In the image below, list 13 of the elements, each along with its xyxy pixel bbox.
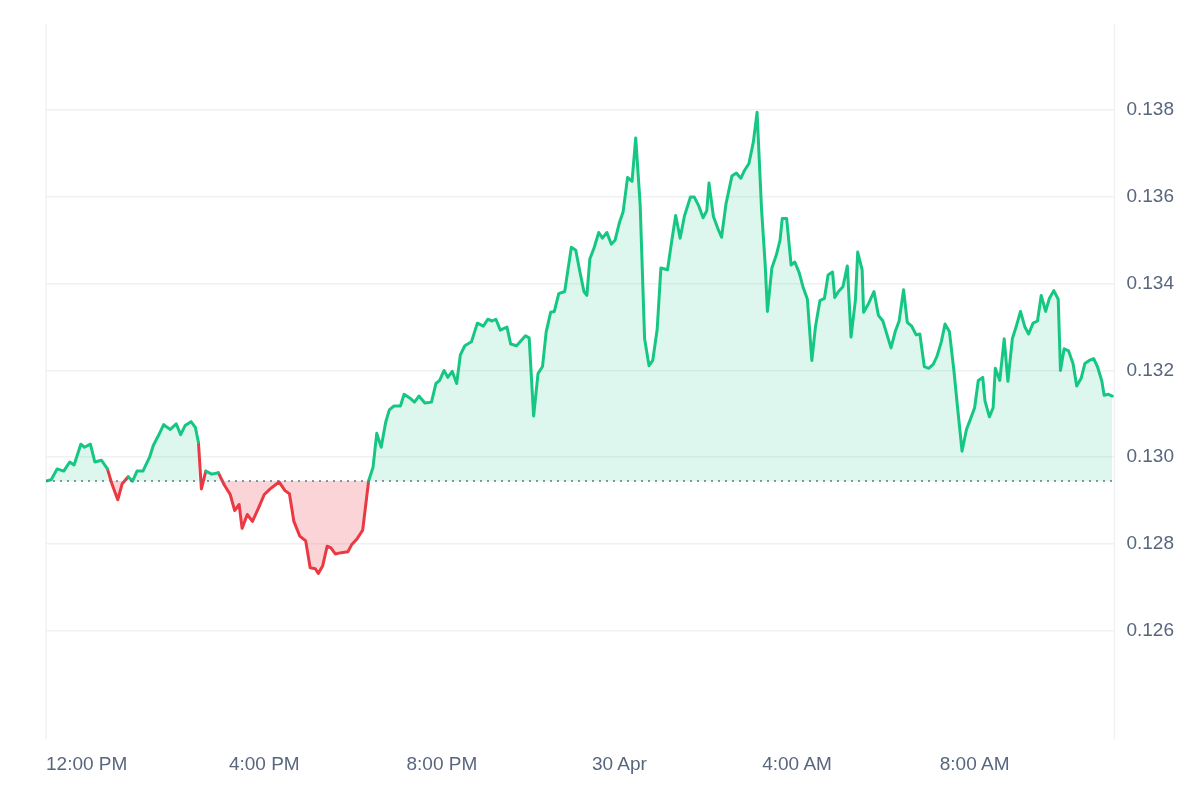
x-tick-label: 12:00 PM: [46, 752, 128, 774]
x-tick-label: 4:00 AM: [762, 752, 832, 774]
x-tick-label: 8:00 AM: [939, 752, 1010, 774]
y-tick-label: 0.130: [1126, 445, 1174, 467]
y-tick-label: 0.128: [1126, 532, 1174, 554]
y-tick-label: 0.126: [1126, 618, 1174, 640]
y-tick-label: 0.134: [1126, 271, 1175, 293]
y-tick-label: 0.138: [1126, 98, 1174, 120]
x-tick-label: 8:00 PM: [406, 752, 478, 774]
x-tick-label: 4:00 PM: [228, 752, 300, 774]
y-tick-label: 0.136: [1126, 185, 1174, 207]
y-tick-label: 0.132: [1126, 358, 1174, 380]
x-tick-label: 30 Apr: [591, 752, 648, 774]
